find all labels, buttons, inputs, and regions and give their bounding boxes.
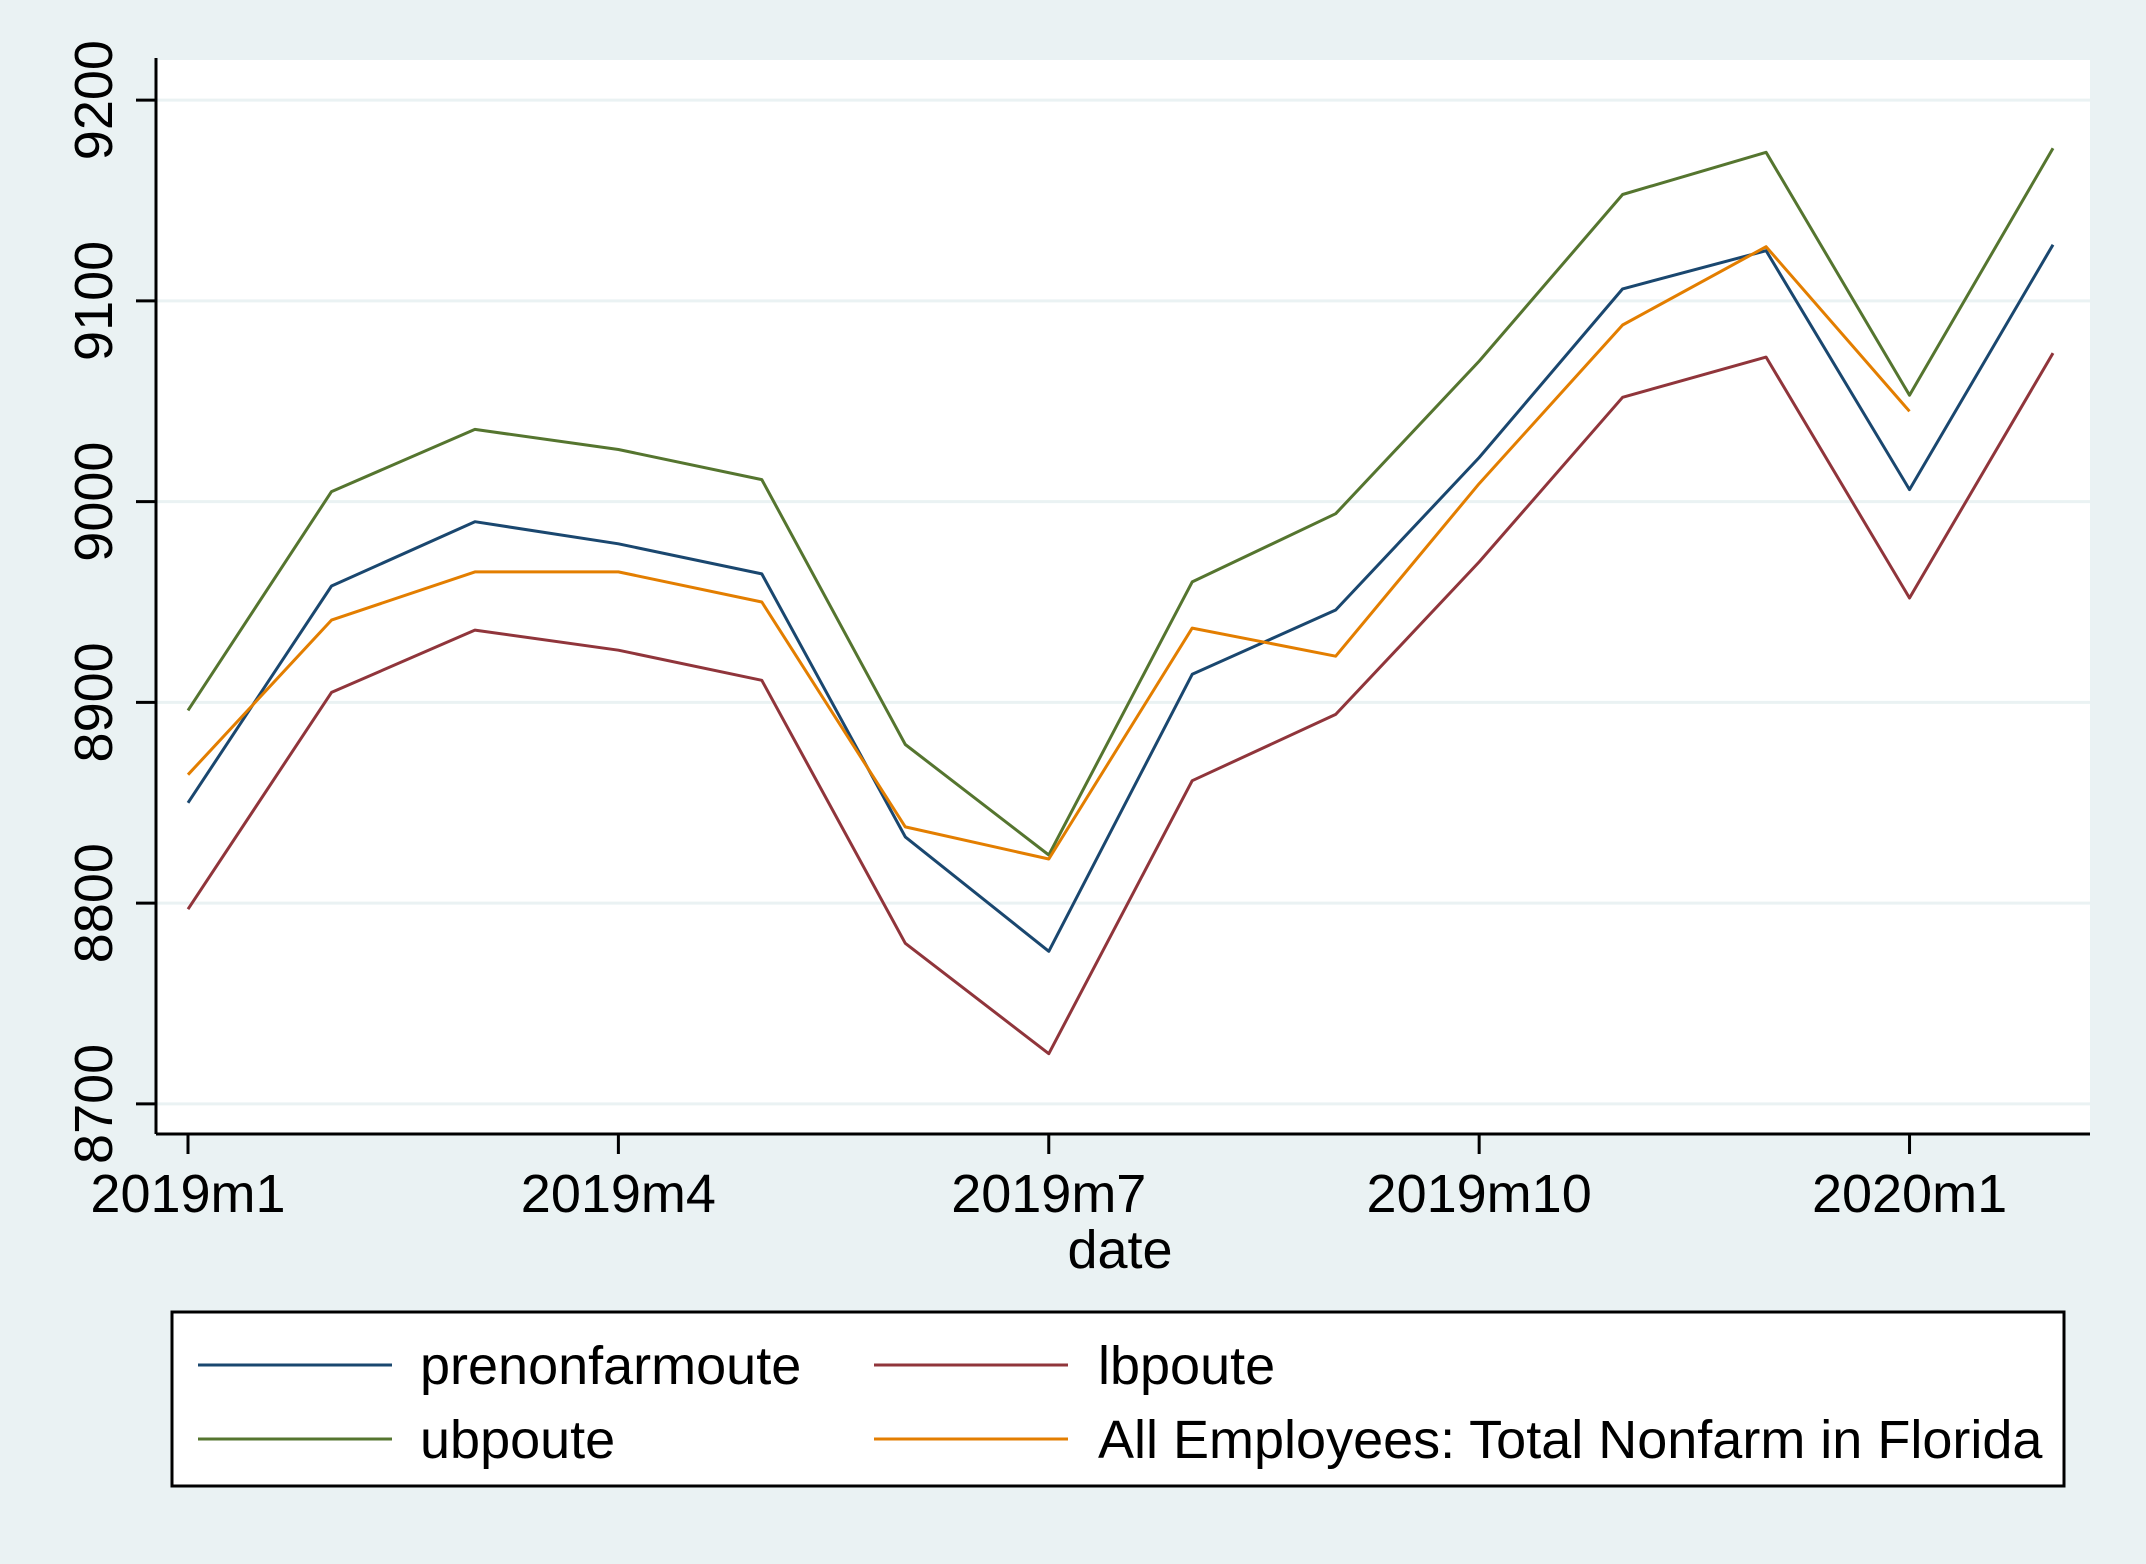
y-tick-label: 8900	[64, 642, 124, 762]
legend: prenonfarmoute lbpoute ubpoute All Emplo…	[170, 1310, 2066, 1488]
x-tick-label: 2019m10	[1367, 1164, 1592, 1224]
x-tick-label: 2019m1	[90, 1164, 285, 1224]
legend-label-prenonfarmoute: prenonfarmoute	[420, 1336, 801, 1396]
legend-label-lbpoute: lbpoute	[1098, 1336, 1275, 1396]
x-axis-ticks: 2019m1 2019m4 2019m7 2019m10 2020m1	[90, 1134, 2007, 1224]
y-tick-label: 8700	[64, 1044, 124, 1164]
series-line-all-employees-total-nonfarm-in-florida	[186, 245, 1911, 861]
x-tick-label: 2019m4	[521, 1164, 716, 1224]
x-axis-title: date	[1067, 1220, 1172, 1280]
legend-label-florida-nonfarm: All Employees: Total Nonfarm in Florida	[1098, 1410, 2043, 1470]
y-tick-label: 9000	[64, 442, 124, 562]
series-line-lbpoute	[186, 352, 2055, 1056]
x-tick-label: 2019m7	[951, 1164, 1146, 1224]
y-tick-label: 9200	[64, 40, 124, 160]
x-tick-label: 2020m1	[1812, 1164, 2007, 1224]
y-axis-ticks: 8700 8800 8900 9000 9100 9200	[64, 40, 156, 1164]
legend-label-ubpoute: ubpoute	[420, 1410, 615, 1470]
series-lines	[186, 147, 2055, 1056]
y-tick-label: 8800	[64, 843, 124, 963]
series-line-prenonfarmoute	[186, 243, 2055, 953]
grid-lines	[156, 98, 2090, 1106]
plot-area	[156, 60, 2090, 1134]
series-line-ubpoute	[186, 147, 2055, 857]
legend-box	[170, 1310, 2066, 1488]
y-tick-label: 9100	[64, 241, 124, 361]
